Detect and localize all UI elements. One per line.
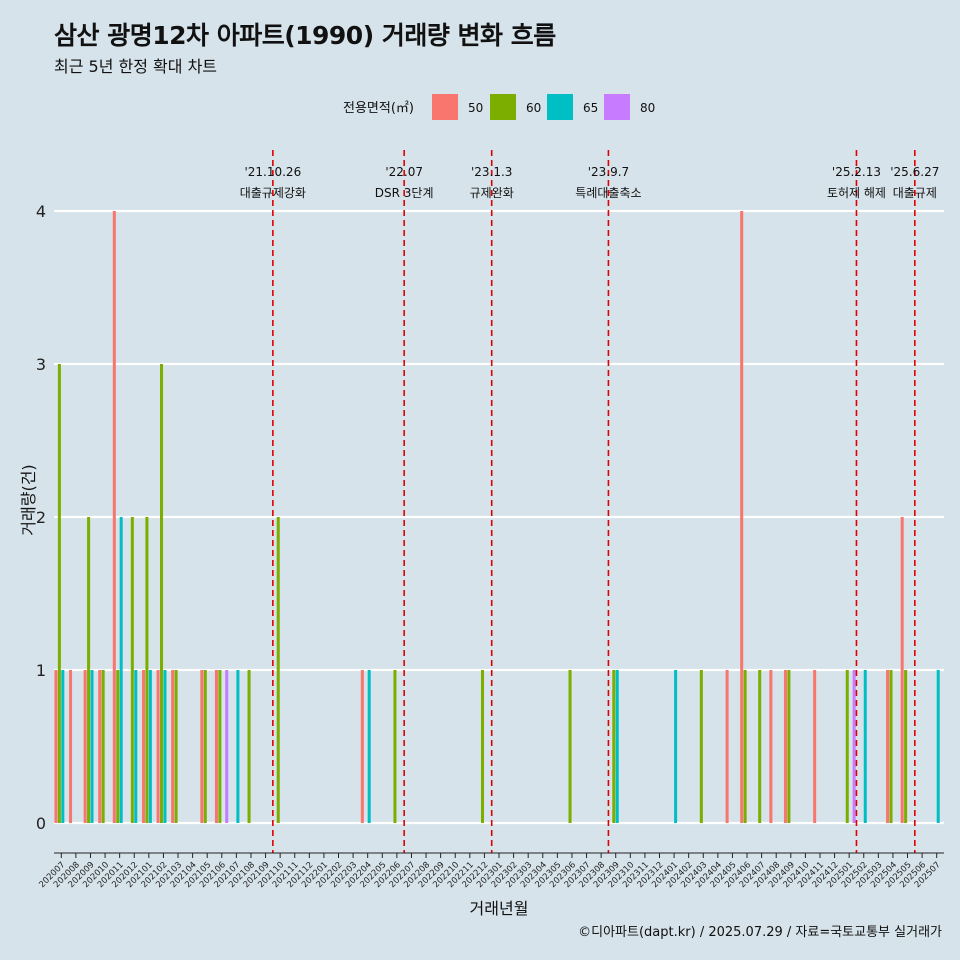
bar-65-202009 [90,670,94,823]
bar-50-202007 [54,670,58,823]
bar-60-202504 [889,670,893,823]
event-name-label: 대출규제 [893,186,937,200]
bar-50-202011 [112,211,116,823]
chart-subtitle: 최근 5년 한정 확대 차트 [54,57,218,76]
bar-60-202501 [845,670,849,823]
bar-60-202407 [758,670,762,823]
bar-60-202012 [130,517,134,823]
bar-50-202106 [214,670,218,823]
bar-65-202107 [236,670,240,823]
bar-60-202212 [480,670,485,823]
bar-60-202103 [174,670,178,823]
legend-swatch [432,94,458,120]
event-date-label: '23.9.7 [588,165,629,179]
legend-swatch [547,94,573,120]
bar-50-202504 [886,670,890,823]
y-tick-label: 4 [36,202,46,221]
bar-60-202009 [87,517,91,823]
bar-65-202011 [119,517,123,823]
event-date-label: '21.10.26 [244,165,301,179]
y-tick-label: 2 [36,508,46,527]
bar-60-202505 [904,670,908,823]
bar-65-202507 [936,670,940,823]
y-axis-title: 거래량(건) [19,464,38,535]
x-axis-title: 거래년월 [470,899,529,918]
bar-60-202007 [57,364,61,823]
bar-60-202110 [276,517,280,823]
bar-60-202102 [160,364,164,823]
event-name-label: 특례대출축소 [575,186,641,200]
y-tick-label: 3 [36,355,46,374]
chart-title: 삼산 광명12차 아파트(1990) 거래량 변화 흐름 [54,21,556,50]
event-date-label: '25.6.27 [890,165,939,179]
bar-60-202409 [787,670,791,823]
bar-60-202206 [393,670,397,823]
bar-60-202101 [145,517,149,823]
event-name-label: 규제완화 [470,186,514,200]
bar-80-202501 [852,670,856,823]
legend-label: 80 [640,101,655,115]
bar-65-202102 [163,670,167,823]
y-tick-label: 0 [36,814,46,833]
event-name-label: 토허제 해제 [827,186,886,200]
bar-65-202309 [615,670,619,823]
legend-title: 전용면적(㎡) [343,101,414,116]
source-caption: ©디아파트(dapt.kr) / 2025.07.29 / 자료=국토교통부 실… [578,925,942,940]
legend-label: 60 [526,101,541,115]
legend-swatch [490,94,516,120]
bar-50-202105 [200,670,204,823]
bar-80-202106 [225,670,229,823]
bar-50-202406 [740,211,744,823]
y-tick-label: 1 [36,661,46,680]
bar-60-202108 [247,670,251,823]
bar-65-202502 [863,670,867,823]
bar-50-202101 [141,670,146,823]
bar-50-202009 [83,670,87,823]
bar-65-202012 [134,670,138,823]
bar-65-202401 [674,670,678,823]
event-name-label: 대출규제강화 [240,186,306,200]
bar-50-202010 [98,670,102,823]
bar-50-202008 [69,670,73,823]
bar-65-202101 [148,670,152,823]
bar-65-202007 [61,670,65,823]
bar-60-202306 [568,670,572,823]
bar-60-202011 [116,670,120,823]
bar-60-202403 [699,670,703,823]
bar-60-202106 [218,670,222,823]
event-date-label: '25.2.13 [832,165,881,179]
legend-swatch [604,94,630,120]
event-date-label: '22.07 [385,165,423,179]
bar-60-202309 [612,670,616,823]
bar-50-202103 [171,670,175,823]
bar-50-202411 [813,670,817,823]
bar-60-202010 [101,670,105,823]
bar-50-202102 [156,670,160,823]
bar-50-202405 [725,670,729,823]
bar-60-202105 [203,670,207,823]
bar-50-202408 [769,670,773,823]
bar-50-202409 [783,670,787,823]
bar-50-202204 [360,670,364,823]
legend-label: 50 [468,101,483,115]
bar-50-202505 [900,517,904,823]
bar-60-202406 [743,670,747,823]
event-date-label: '23.1.3 [471,165,512,179]
event-name-label: DSR 3단계 [375,186,434,200]
legend-label: 65 [583,101,598,115]
bar-65-202204 [367,670,371,823]
